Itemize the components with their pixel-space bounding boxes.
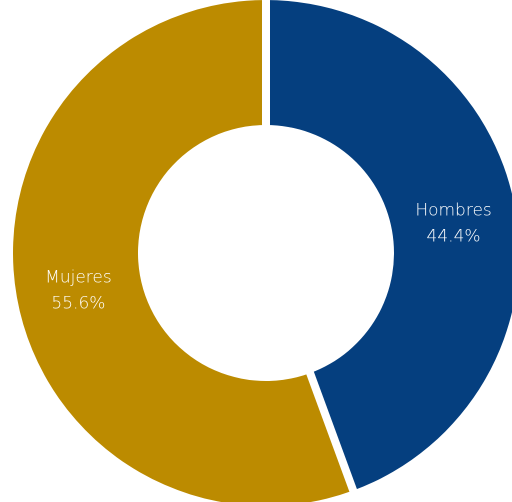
slice-label-mujeres: Mujeres: [45, 267, 112, 287]
slice-hombres: [266, 0, 512, 491]
slice-mujeres: [13, 0, 354, 502]
slice-separator: [305, 369, 358, 494]
slices: [13, 0, 512, 502]
slice-value-hombres: 44.4%: [427, 227, 481, 247]
slice-label-hombres: Hombres: [415, 201, 491, 221]
slice-labels: Hombres 44.4% Mujeres 55.6%: [45, 201, 492, 314]
slice-value-mujeres: 55.6%: [51, 293, 105, 313]
